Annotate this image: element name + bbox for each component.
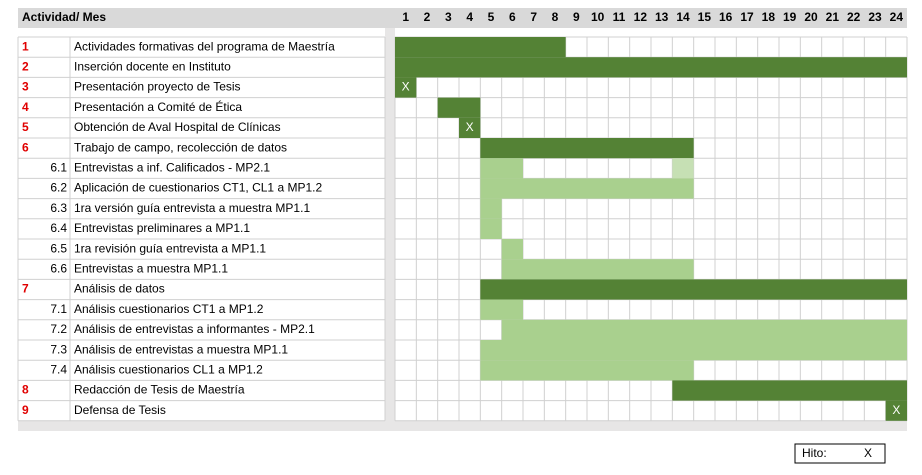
- month-label: 8: [552, 10, 559, 24]
- row-label: Actividades formativas del programa de M…: [74, 39, 335, 53]
- row-id: 9: [22, 403, 29, 417]
- legend-box: [794, 443, 886, 464]
- row-id: 6.6: [50, 261, 67, 275]
- month-label: 5: [488, 10, 495, 24]
- gantt-bar: [480, 340, 907, 361]
- gantt-bar: [480, 138, 694, 159]
- month-label: 6: [509, 10, 516, 24]
- footer-band: [18, 421, 907, 431]
- gantt-bar: [437, 97, 481, 118]
- month-label: 1: [402, 10, 409, 24]
- row-id: 7.1: [50, 302, 67, 316]
- month-label: 7: [530, 10, 537, 24]
- month-label: 2: [424, 10, 431, 24]
- gantt-bar: [480, 299, 523, 320]
- month-label: 13: [655, 10, 669, 24]
- row-id: 7.3: [50, 342, 67, 356]
- month-label: 20: [804, 10, 818, 24]
- gantt-bar: [501, 319, 907, 340]
- legend-mark: X: [864, 446, 872, 460]
- gantt-bar: [480, 198, 502, 219]
- row-label: 1ra versión guía entrevista a muestra MP…: [74, 201, 310, 215]
- row-id: 2: [22, 59, 29, 73]
- milestone-mark: X: [892, 403, 900, 417]
- gantt-bar: [480, 178, 694, 199]
- gantt-bar: [480, 279, 907, 300]
- row-label: Obtención de Aval Hospital de Clínicas: [74, 120, 281, 134]
- month-label: 14: [676, 10, 690, 24]
- row-id: 7.4: [50, 362, 67, 376]
- month-label: 24: [890, 10, 904, 24]
- row-label: Análisis de entrevistas a muestra MP1.1: [74, 342, 288, 356]
- row-id: 6.1: [50, 160, 67, 174]
- month-label: 23: [868, 10, 882, 24]
- row-label: Entrevistas a muestra MP1.1: [74, 261, 228, 275]
- row-id: 1: [22, 39, 29, 53]
- row-id: 6.3: [50, 201, 67, 215]
- row-id: 5: [22, 120, 29, 134]
- row-label: Presentación proyecto de Tesis: [74, 80, 241, 94]
- gantt-bar: [672, 380, 907, 401]
- header-band: [18, 8, 907, 28]
- month-label: 10: [591, 10, 605, 24]
- row-label: 1ra revisión guía entrevista a MP1.1: [74, 241, 266, 255]
- month-label: 17: [740, 10, 754, 24]
- gantt-bar: [480, 158, 523, 179]
- month-label: 21: [826, 10, 840, 24]
- row-id: 7: [22, 282, 29, 296]
- row-label: Entrevistas a inf. Calificados - MP2.1: [74, 160, 270, 174]
- row-label: Presentación a Comité de Ética: [74, 99, 242, 114]
- gantt-bar: [885, 400, 907, 421]
- milestone-mark: X: [402, 80, 410, 94]
- month-label: 15: [698, 10, 712, 24]
- month-label: 18: [762, 10, 776, 24]
- row-label: Análisis de entrevistas a informantes - …: [74, 322, 315, 336]
- gantt-bar: [672, 158, 694, 179]
- gantt-bar: [395, 37, 566, 58]
- legend-label: Hito:: [802, 446, 827, 460]
- row-label: Trabajo de campo, recolección de datos: [74, 140, 287, 154]
- gantt-bar: [501, 239, 523, 260]
- row-label: Análisis cuestionarios CT1 a MP1.2: [74, 302, 264, 316]
- month-label: 16: [719, 10, 733, 24]
- milestone-mark: X: [466, 120, 474, 134]
- row-id: 4: [22, 100, 29, 114]
- separator: [385, 28, 395, 431]
- month-label: 19: [783, 10, 797, 24]
- month-label: 9: [573, 10, 580, 24]
- gantt-bar: [501, 259, 694, 280]
- row-id: 7.2: [50, 322, 67, 336]
- month-label: 11: [613, 10, 626, 24]
- month-label: 4: [466, 10, 473, 24]
- row-label: Análisis de datos: [74, 282, 165, 296]
- gantt-bar: [480, 218, 502, 239]
- gantt-bar: [480, 360, 694, 381]
- row-label: Aplicación de cuestionarios CT1, CL1 a M…: [74, 181, 322, 195]
- month-label: 3: [445, 10, 452, 24]
- row-id: 6: [22, 140, 29, 154]
- month-label: 22: [847, 10, 861, 24]
- row-id: 6.5: [50, 241, 67, 255]
- row-id: 6.4: [50, 221, 67, 235]
- row-id: 6.2: [50, 181, 67, 195]
- gantt-bar: [395, 57, 907, 78]
- row-label: Entrevistas preliminares a MP1.1: [74, 221, 250, 235]
- row-id: 8: [22, 383, 29, 397]
- gantt-bar: [395, 77, 417, 98]
- header-title: Actividad/ Mes: [22, 10, 106, 24]
- row-label: Defensa de Tesis: [74, 403, 166, 417]
- row-label: Inserción docente en Instituto: [74, 59, 231, 73]
- row-id: 3: [22, 80, 29, 94]
- row-label: Redacción de Tesis de Maestría: [74, 383, 245, 397]
- gantt-bar: [459, 117, 481, 138]
- row-label: Análisis cuestionarios CL1 a MP1.2: [74, 362, 263, 376]
- month-label: 12: [634, 10, 648, 24]
